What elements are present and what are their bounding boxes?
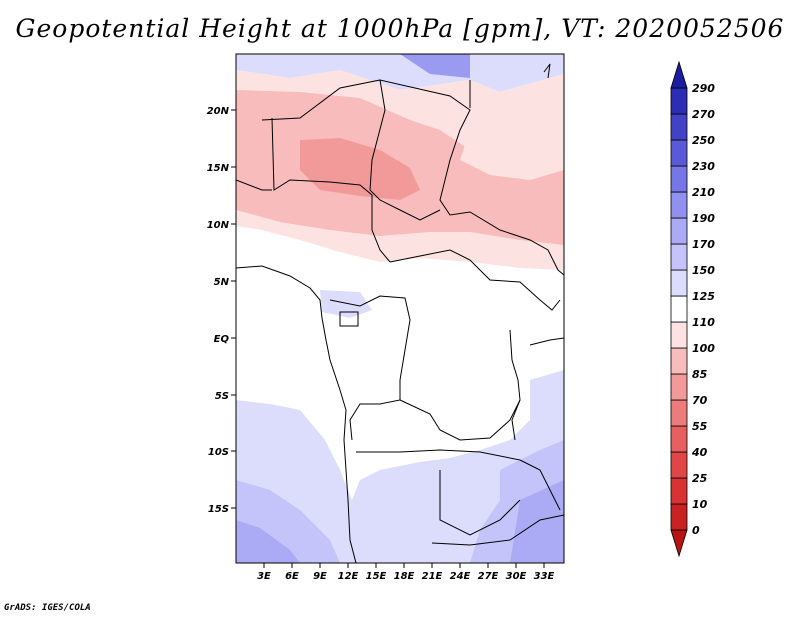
lat-label: 20N bbox=[207, 106, 230, 117]
colorbar-swatch bbox=[670, 139, 688, 167]
colorbar-swatch bbox=[670, 347, 688, 375]
colorbar-swatch bbox=[670, 477, 688, 505]
colorbar-label: 290 bbox=[692, 82, 715, 95]
lat-label: 15S bbox=[208, 504, 229, 515]
colorbar-swatch bbox=[670, 165, 688, 193]
lat-label: 5S bbox=[215, 391, 229, 402]
lon-label: 3E bbox=[257, 571, 271, 582]
lat-label: 5N bbox=[214, 277, 230, 288]
colorbar-label: 270 bbox=[692, 108, 715, 121]
lon-label: 27E bbox=[478, 571, 499, 582]
colorbar-label: 40 bbox=[691, 446, 708, 459]
lon-label: 9E bbox=[313, 571, 327, 582]
colorbar-label: 100 bbox=[692, 342, 715, 355]
map-title: Geopotential Height at 1000hPa [gpm], VT… bbox=[15, 14, 785, 43]
colorbar-swatch bbox=[670, 425, 688, 453]
colorbar-swatch bbox=[670, 243, 688, 271]
colorbar-label: 25 bbox=[692, 472, 708, 485]
colorbar-label: 10 bbox=[692, 498, 708, 511]
colorbar-swatch bbox=[670, 269, 688, 297]
lon-label: 21E bbox=[422, 571, 443, 582]
colorbar-label: 230 bbox=[692, 160, 715, 173]
software-credit: GrADS: IGES/COLA bbox=[4, 603, 91, 613]
longitude-labels: 3E 6E 9E 12E 15E 18E 21E 24E 27E 30E 33E bbox=[257, 571, 554, 582]
colorbar-swatch bbox=[670, 399, 688, 427]
colorbar-swatch bbox=[670, 87, 688, 115]
lon-label: 18E bbox=[394, 571, 415, 582]
colorbar-label: 190 bbox=[692, 212, 715, 225]
lon-label: 30E bbox=[506, 571, 527, 582]
colorbar-label: 55 bbox=[692, 420, 708, 433]
latitude-labels: 20N 15N 10N 5N EQ 5S 10S 15S bbox=[207, 106, 230, 515]
lon-label: 24E bbox=[450, 571, 471, 582]
colorbar-swatch bbox=[670, 60, 688, 89]
colorbar-swatch bbox=[670, 113, 688, 141]
height-field bbox=[236, 54, 564, 563]
colorbar-swatch bbox=[670, 503, 688, 531]
lon-label: 6E bbox=[285, 571, 299, 582]
colorbar-label: 150 bbox=[692, 264, 715, 277]
country-borders bbox=[236, 63, 564, 563]
colorbar-swatch bbox=[670, 451, 688, 479]
colorbar-label: 70 bbox=[692, 394, 708, 407]
colorbar-swatch bbox=[670, 217, 688, 245]
colorbar-swatch bbox=[670, 529, 688, 558]
lon-label: 12E bbox=[338, 571, 359, 582]
lat-label: EQ bbox=[214, 334, 230, 345]
lat-label: 15N bbox=[207, 163, 230, 174]
lat-label: 10S bbox=[208, 447, 229, 458]
colorbar-label: 250 bbox=[692, 134, 715, 147]
colorbar-label: 110 bbox=[692, 316, 715, 329]
colorbar-label: 0 bbox=[692, 524, 700, 537]
colorbar-label: 125 bbox=[692, 290, 715, 303]
colorbar: 0 10 25 40 55 70 85 100 110 125 150 170 190 210 230 250… bbox=[670, 60, 715, 558]
lon-label: 33E bbox=[534, 571, 555, 582]
axis-ticks bbox=[231, 109, 545, 568]
colorbar-swatch bbox=[670, 373, 688, 401]
colorbar-label: 170 bbox=[692, 238, 715, 251]
lon-label: 15E bbox=[366, 571, 387, 582]
map-frame bbox=[235, 53, 565, 564]
lat-label: 10N bbox=[207, 220, 230, 231]
colorbar-swatch bbox=[670, 295, 688, 323]
colorbar-label: 85 bbox=[692, 368, 708, 381]
colorbar-swatch bbox=[670, 321, 688, 349]
colorbar-label: 210 bbox=[692, 186, 715, 199]
colorbar-swatch bbox=[670, 191, 688, 219]
